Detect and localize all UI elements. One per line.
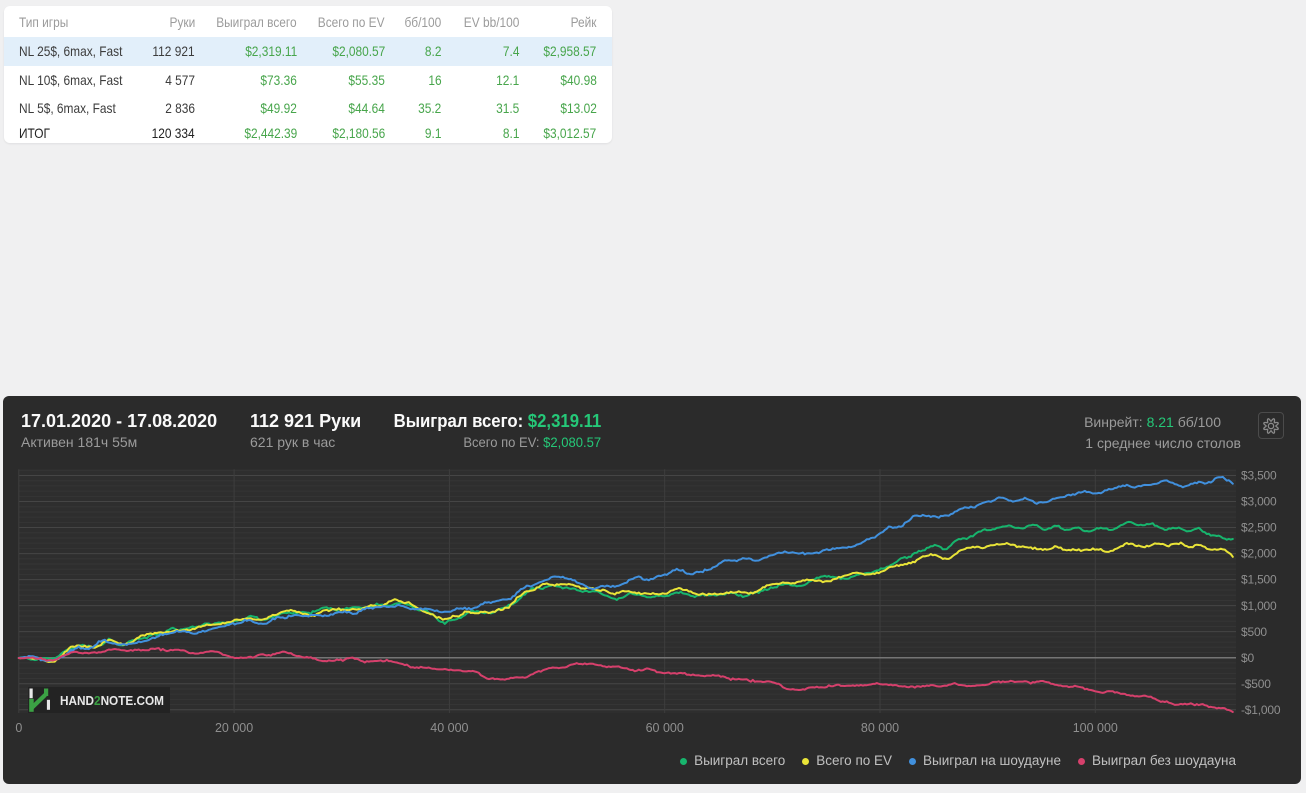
svg-text:-$1,000: -$1,000 [1241, 703, 1281, 717]
svg-text:$0: $0 [1241, 651, 1254, 665]
svg-text:$2,000: $2,000 [1241, 547, 1277, 561]
svg-text:$500: $500 [1241, 625, 1267, 639]
svg-text:$3,500: $3,500 [1241, 469, 1277, 483]
svg-text:100 000: 100 000 [1073, 721, 1118, 735]
svg-text:$3,000: $3,000 [1241, 495, 1277, 509]
svg-text:HAND2NOTE.COM: HAND2NOTE.COM [60, 693, 164, 708]
svg-text:$1,500: $1,500 [1241, 573, 1277, 587]
svg-text:0: 0 [15, 721, 22, 735]
svg-text:$2,500: $2,500 [1241, 521, 1277, 535]
svg-text:40 000: 40 000 [430, 721, 468, 735]
svg-text:-$500: -$500 [1241, 677, 1271, 691]
svg-text:80 000: 80 000 [861, 721, 899, 735]
svg-text:60 000: 60 000 [646, 721, 684, 735]
svg-text:$1,000: $1,000 [1241, 599, 1277, 613]
svg-text:20 000: 20 000 [215, 721, 253, 735]
